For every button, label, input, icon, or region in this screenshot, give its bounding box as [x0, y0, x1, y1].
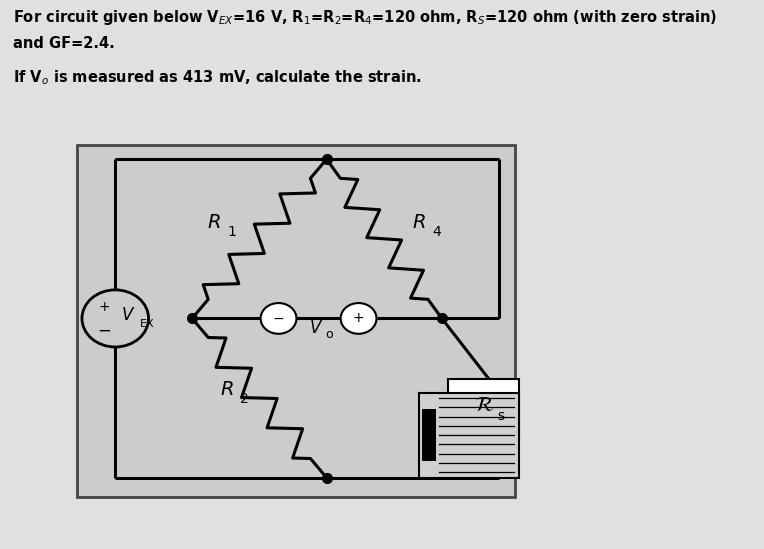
- Text: V: V: [309, 320, 321, 337]
- Text: 2: 2: [240, 392, 249, 406]
- Text: −: −: [273, 311, 284, 326]
- Circle shape: [261, 303, 296, 334]
- Text: EX: EX: [140, 319, 154, 329]
- Text: o: o: [325, 328, 333, 341]
- Text: If V$_o$ is measured as 413 mV, calculate the strain.: If V$_o$ is measured as 413 mV, calculat…: [13, 69, 422, 87]
- Circle shape: [341, 303, 377, 334]
- Circle shape: [82, 290, 148, 347]
- Text: −: −: [98, 322, 112, 339]
- Text: 4: 4: [432, 225, 441, 239]
- Text: For circuit given below V$_{EX}$=16 V, R$_1$=R$_2$=R$_4$=120 ohm, R$_S$=120 ohm : For circuit given below V$_{EX}$=16 V, R…: [13, 8, 717, 27]
- Text: $\mathcal{R}$: $\mathcal{R}$: [475, 395, 494, 414]
- Text: V: V: [121, 306, 133, 324]
- Text: R: R: [208, 213, 222, 232]
- Text: s: s: [497, 409, 504, 423]
- Bar: [448, 379, 519, 436]
- Text: +: +: [99, 300, 110, 315]
- Bar: [77, 145, 516, 497]
- Bar: [422, 408, 436, 462]
- Text: and GF=2.4.: and GF=2.4.: [13, 36, 115, 51]
- Text: +: +: [353, 311, 364, 326]
- Text: R: R: [221, 380, 234, 399]
- Bar: [419, 393, 519, 478]
- Text: 1: 1: [228, 225, 236, 239]
- Text: R: R: [413, 213, 426, 232]
